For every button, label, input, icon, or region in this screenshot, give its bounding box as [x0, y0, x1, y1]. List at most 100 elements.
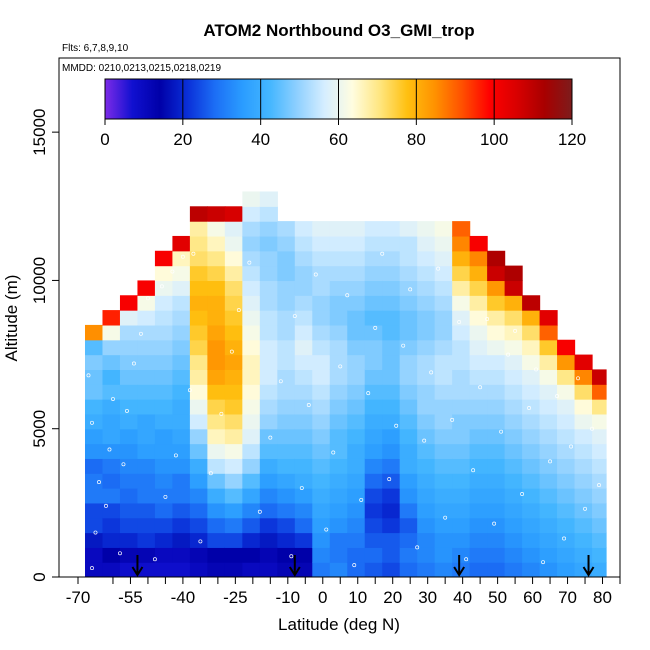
heatmap-cell — [469, 532, 488, 548]
heatmap-cell — [224, 384, 243, 400]
heatmap-cell — [277, 413, 296, 430]
heatmap-cell — [137, 369, 156, 385]
heatmap-cell — [189, 399, 208, 415]
heatmap-cell — [329, 250, 348, 267]
heatmap-cell — [382, 532, 401, 548]
sample-point — [208, 471, 213, 476]
heatmap-cell — [172, 517, 191, 534]
sample-point — [478, 385, 483, 390]
heatmap-cell — [119, 399, 139, 415]
heatmap-cell — [277, 562, 296, 577]
sample-point — [145, 296, 150, 301]
heatmap-cell — [84, 517, 104, 534]
heatmap-cell — [592, 384, 607, 400]
heatmap-cell — [469, 339, 488, 356]
heatmap-cell — [504, 280, 523, 296]
sample-point — [107, 447, 112, 452]
heatmap-cell — [452, 369, 471, 385]
heatmap-cell — [189, 280, 208, 296]
heatmap-cell — [312, 443, 331, 459]
heatmap-cell — [399, 532, 418, 548]
heatmap-cell — [574, 502, 593, 519]
heatmap-cell — [277, 324, 296, 341]
heatmap-cell — [522, 413, 541, 430]
heatmap-cell — [557, 458, 576, 474]
heatmap-cell — [592, 413, 607, 430]
colorbar-tick-label: 0 — [100, 130, 109, 149]
heatmap-cell — [207, 428, 226, 445]
heatmap-cell — [207, 547, 226, 563]
heatmap-cell — [102, 532, 121, 548]
heatmap-cell — [312, 310, 331, 326]
x-tick-label: 30 — [418, 588, 437, 607]
sample-point — [464, 557, 469, 562]
sample-point — [247, 260, 252, 265]
heatmap-cell — [154, 413, 174, 430]
sample-point — [380, 251, 385, 256]
sample-point — [324, 527, 329, 532]
sample-point — [125, 408, 129, 413]
heatmap-cell — [574, 443, 593, 459]
heatmap-cell — [399, 369, 418, 385]
heatmap-cell — [329, 310, 348, 326]
heatmap-cell — [102, 443, 121, 459]
heatmap-cell — [399, 250, 418, 267]
heatmap-cell — [242, 547, 261, 563]
heatmap-cell — [364, 428, 383, 445]
heatmap-cell — [574, 547, 593, 563]
heatmap-cell — [434, 310, 453, 326]
heatmap-cell — [119, 339, 139, 356]
heatmap-cell — [119, 428, 139, 445]
y-tick-label: 0 — [30, 572, 49, 581]
heatmap-cell — [522, 488, 541, 504]
heatmap-cell — [487, 413, 506, 430]
flight-arrow — [582, 555, 595, 577]
heatmap-cell — [417, 517, 436, 534]
heatmap-cell — [259, 488, 278, 504]
heatmap-cell — [469, 488, 488, 504]
heatmap-cell — [399, 354, 418, 370]
heatmap-cell — [224, 324, 243, 341]
heatmap-cell — [434, 280, 453, 296]
heatmap-cell — [294, 547, 313, 563]
heatmap-cell — [434, 324, 453, 341]
heatmap-cell — [417, 369, 436, 385]
heatmap-cell — [84, 473, 104, 489]
heatmap-cell — [539, 354, 558, 370]
heatmap-cell — [277, 339, 296, 356]
heatmap-cell — [592, 502, 607, 519]
heatmap-cell — [172, 384, 191, 400]
x-axis-label: Latitude (deg N) — [278, 615, 400, 634]
heatmap-cell — [522, 324, 541, 341]
sample-point — [415, 545, 420, 550]
heatmap-cell — [417, 221, 436, 237]
colorbar-tick-label: 60 — [329, 130, 348, 149]
heatmap-cell — [259, 517, 278, 534]
heatmap-cell — [277, 428, 296, 445]
heatmap-cell — [399, 265, 418, 282]
heatmap-cell — [399, 488, 418, 504]
heatmap-cell — [452, 517, 471, 534]
heatmap-cell — [347, 324, 366, 341]
heatmap-cell — [539, 488, 558, 504]
heatmap-cell — [434, 399, 453, 415]
sample-point — [520, 492, 525, 496]
plot-frame — [58, 57, 621, 578]
heatmap-cell — [312, 221, 331, 237]
heatmap-cell — [574, 517, 593, 534]
heatmap-cell — [329, 265, 348, 282]
heatmap-cell — [364, 310, 383, 326]
heatmap-cell — [242, 339, 261, 356]
heatmap-cell — [452, 280, 471, 296]
heatmap-cell — [242, 191, 261, 207]
heatmap-cell — [172, 339, 191, 356]
heatmap-cell — [277, 369, 296, 385]
heatmap-cell — [242, 310, 261, 326]
heatmap-cell — [487, 458, 506, 474]
sample-point — [450, 417, 455, 422]
heatmap-cell — [399, 235, 418, 252]
sample-point — [492, 521, 497, 526]
sample-point — [292, 314, 297, 318]
heatmap-cell — [592, 562, 607, 577]
